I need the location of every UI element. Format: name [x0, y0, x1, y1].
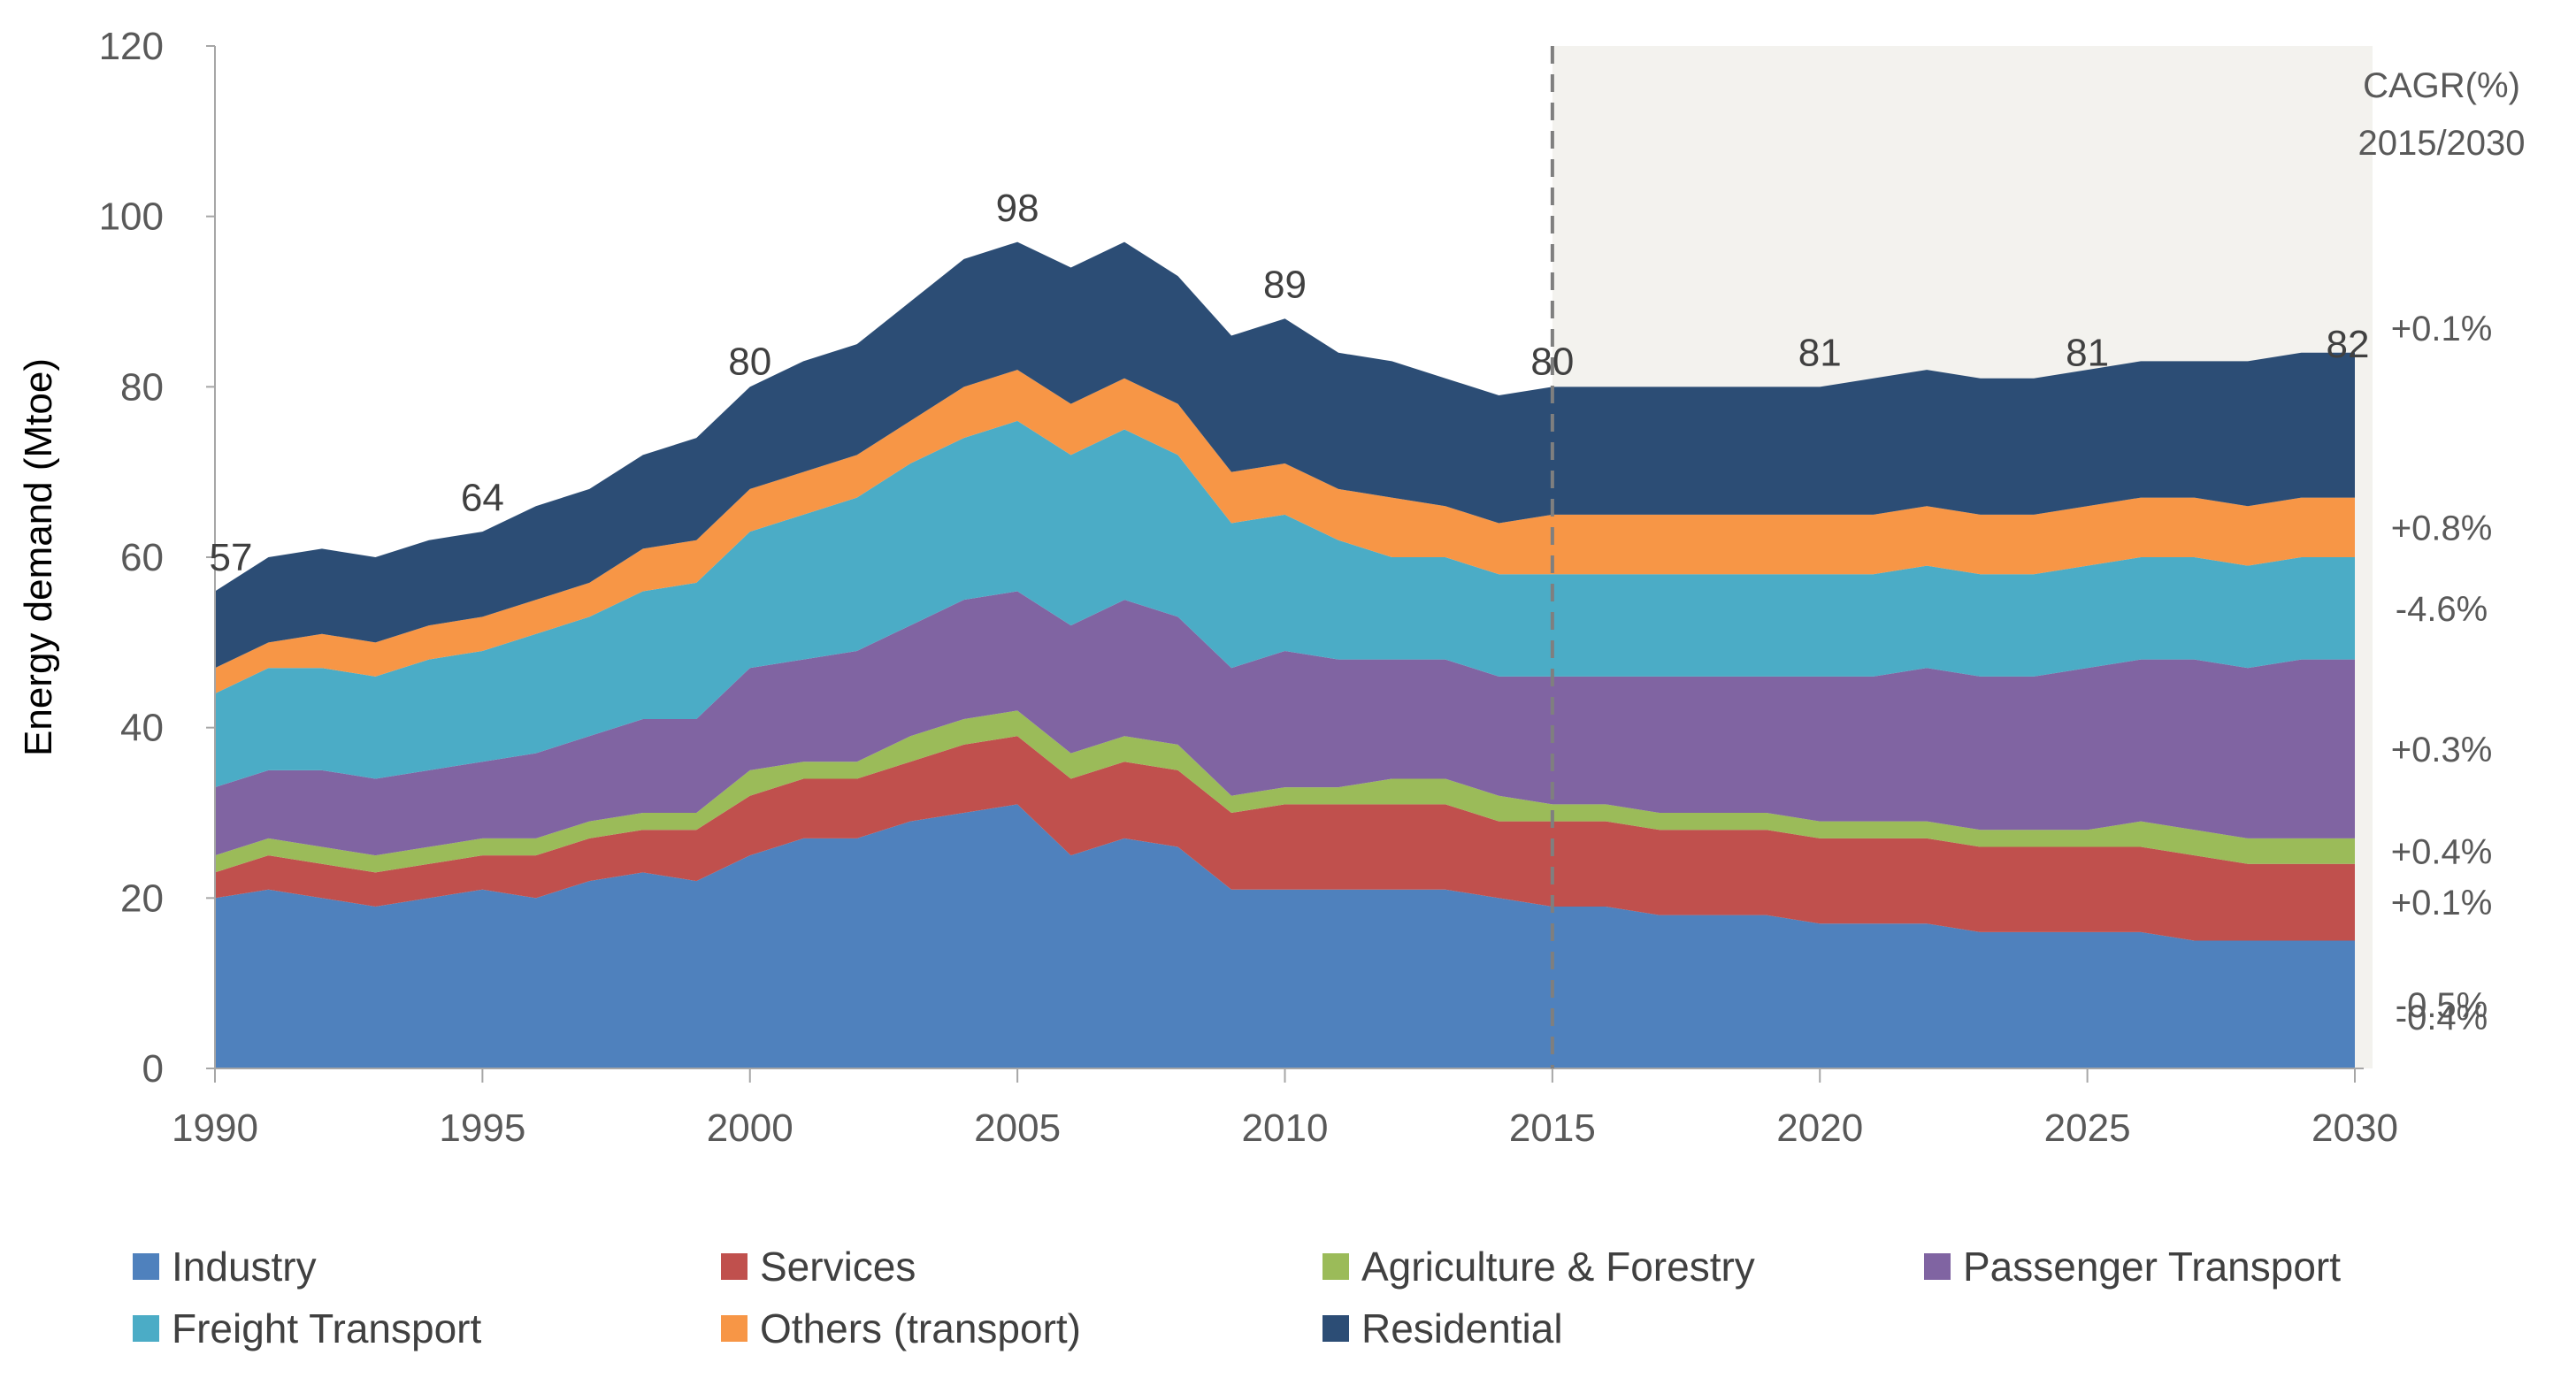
legend-label: Industry [172, 1244, 317, 1290]
legend-item: Others (transport) [721, 1300, 1081, 1357]
y-tick-label: 120 [99, 25, 164, 68]
legend-label: Freight Transport [172, 1305, 482, 1351]
total-label: 81 [2066, 332, 2109, 375]
cagr-label: +0.1% [2391, 310, 2493, 348]
legend-label: Services [760, 1244, 916, 1290]
area-others-transport [215, 370, 2355, 694]
legend-swatch [1924, 1253, 1951, 1280]
legend-swatch [721, 1253, 748, 1280]
cagr-label: +0.8% [2391, 509, 2493, 547]
x-tick-label: 2000 [707, 1106, 794, 1150]
y-tick-label: 0 [142, 1047, 164, 1091]
total-label: 57 [210, 536, 253, 579]
cagr-title: CAGR(%) [2363, 66, 2520, 105]
total-label: 89 [1263, 264, 1307, 307]
legend-label: Passenger Transport [1963, 1244, 2342, 1290]
area-residential [215, 241, 2355, 669]
legend-label: Agriculture & Forestry [1361, 1244, 1755, 1290]
area-industry [215, 804, 2355, 1068]
legend-item: Services [721, 1238, 916, 1295]
legend-item: Passenger Transport [1924, 1238, 2341, 1295]
cagr-label: -0.5% [2396, 986, 2488, 1025]
y-tick-label: 100 [99, 195, 164, 239]
cagr-label: -4.6% [2396, 590, 2488, 629]
y-axis-title: Energy demand (Mtoe) [17, 358, 60, 756]
axis-layer: 0 20 40 60 80 100 120 1990 1995 2000 2005 2010 2015 2… [17, 25, 2398, 1150]
area-agriculture-forestry [215, 710, 2355, 873]
legend-item: Residential [1322, 1300, 1563, 1357]
legend-swatch [1322, 1253, 1349, 1280]
legend-swatch [721, 1315, 748, 1342]
area-layer [215, 241, 2355, 1068]
x-tick-label: 1995 [439, 1106, 525, 1150]
x-tick-label: 2005 [974, 1106, 1061, 1150]
area-passenger-transport [215, 591, 2355, 856]
stacked-area-chart: 0 20 40 60 80 100 120 1990 1995 2000 2005 2010 2015 2… [17, 25, 2526, 1150]
legend-item: Freight Transport [133, 1300, 481, 1357]
x-tick-label: 1990 [172, 1106, 258, 1150]
total-label: 80 [1530, 340, 1574, 383]
x-tick-label: 2010 [1242, 1106, 1329, 1150]
legend-label: Others (transport) [760, 1305, 1081, 1351]
y-tick-label: 60 [120, 536, 164, 579]
cagr-subtitle: 2015/2030 [2358, 124, 2525, 163]
label-layer: 57 64 80 98 89 80 81 81 82 CAGR(%) 2015/2030 +0.1% +… [210, 66, 2526, 1037]
area-services [215, 736, 2355, 941]
legend: Industry Services Agriculture & Forestry Pa… [133, 1238, 2521, 1371]
x-tick-label: 2025 [2044, 1106, 2131, 1150]
legend-item: Industry [133, 1238, 317, 1295]
total-label: 80 [728, 340, 771, 383]
total-label: 82 [2327, 323, 2370, 366]
total-label: 98 [996, 187, 1039, 230]
cagr-label: +0.3% [2391, 731, 2493, 769]
legend-swatch [133, 1253, 159, 1280]
legend-swatch [133, 1315, 159, 1342]
legend-item: Agriculture & Forestry [1322, 1238, 1755, 1295]
legend-label: Residential [1361, 1305, 1563, 1351]
x-tick-label: 2020 [1776, 1106, 1863, 1150]
cagr-label: +0.1% [2391, 884, 2493, 922]
area-freight-transport [215, 420, 2355, 788]
y-tick-label: 80 [120, 365, 164, 409]
cagr-label: -0.4% [2396, 999, 2488, 1037]
cagr-label: +0.4% [2391, 832, 2493, 871]
y-tick-label: 40 [120, 707, 164, 750]
x-tick-label: 2015 [1509, 1106, 1596, 1150]
x-tick-label: 2030 [2312, 1106, 2398, 1150]
total-label: 64 [461, 476, 504, 519]
y-tick-label: 20 [120, 877, 164, 920]
legend-swatch [1322, 1315, 1349, 1342]
total-label: 81 [1798, 332, 1842, 375]
